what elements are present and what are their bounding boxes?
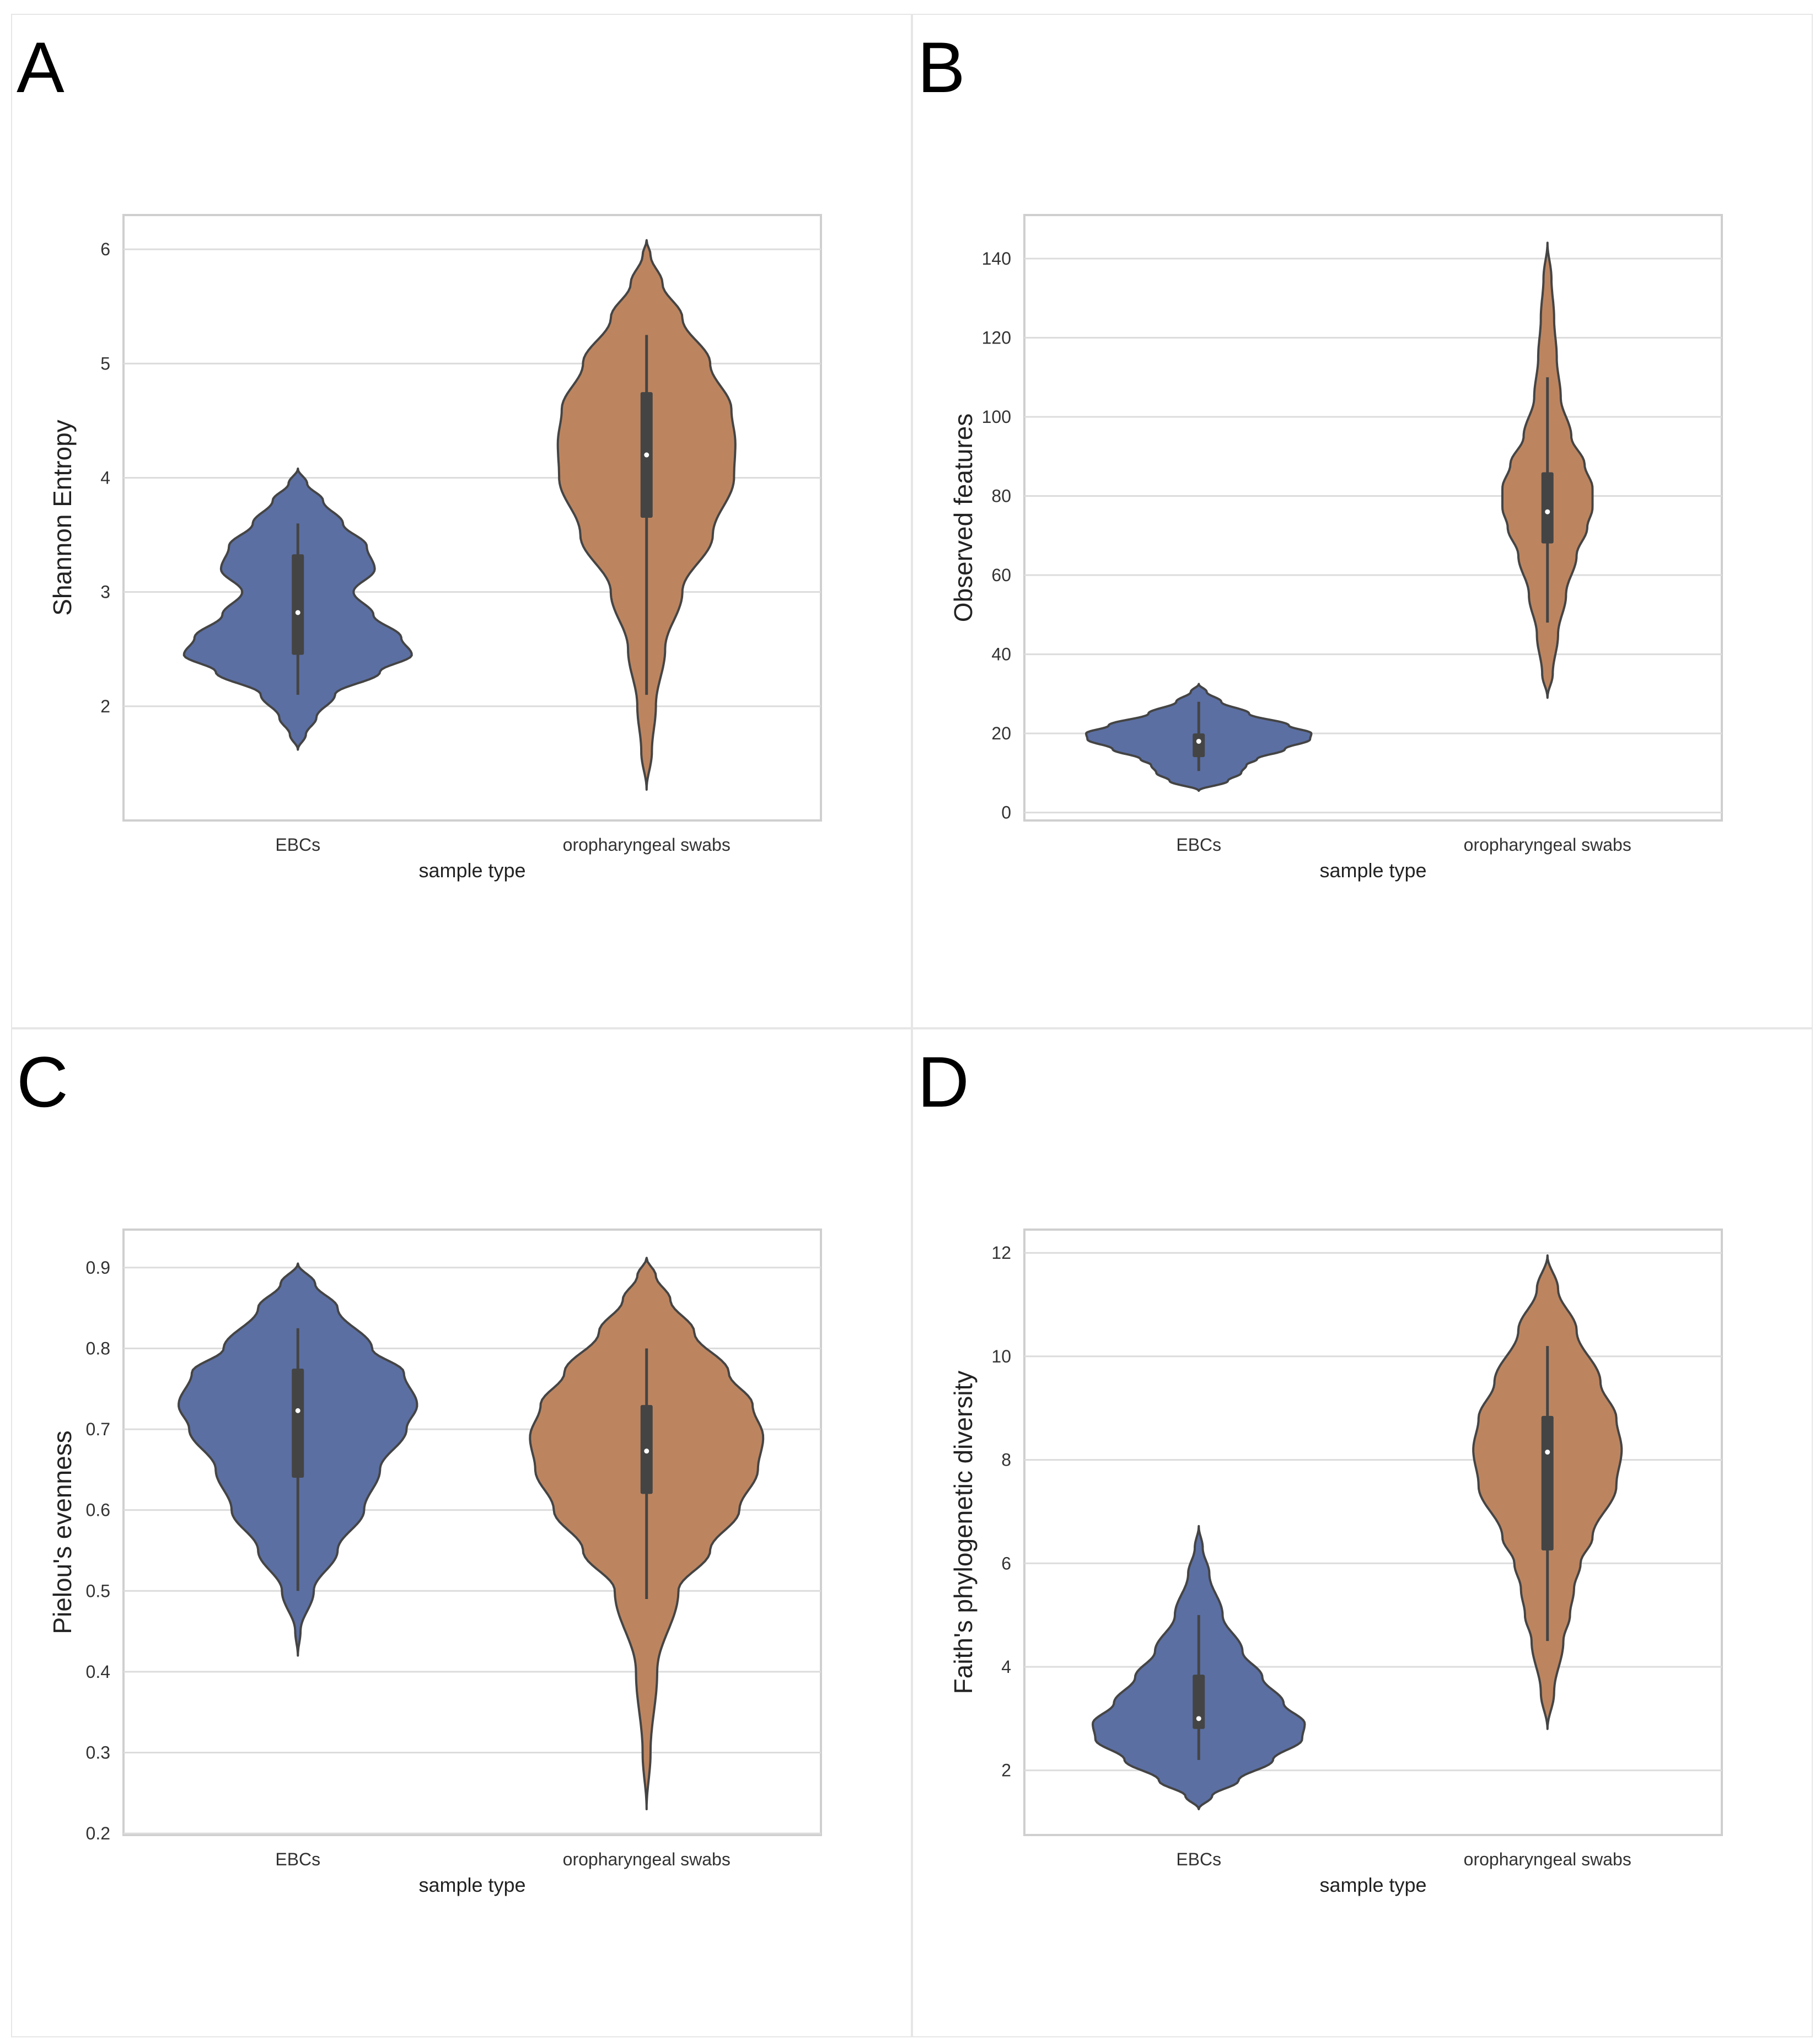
y-axis-label: Observed features — [949, 414, 978, 622]
y-tick-label: 60 — [991, 565, 1011, 585]
y-tick-label: 40 — [991, 645, 1011, 664]
y-axis-label: Faith's phylogenetic diversity — [949, 1371, 978, 1694]
violin-median-dot — [295, 610, 300, 615]
y-tick-label: 0.3 — [86, 1742, 110, 1762]
y-tick-label: 100 — [982, 407, 1011, 427]
x-tick-label: oropharyngeal swabs — [563, 835, 731, 855]
y-tick-label: 0.5 — [86, 1581, 110, 1601]
y-tick-label: 12 — [991, 1243, 1011, 1263]
x-tick-label: EBCs — [275, 1849, 320, 1869]
y-tick-label: 140 — [982, 249, 1011, 269]
y-tick-label: 0.7 — [86, 1419, 110, 1439]
x-tick-label: EBCs — [275, 835, 320, 855]
x-tick-label: EBCs — [1176, 835, 1221, 855]
violin-median-dot — [295, 1408, 300, 1413]
panel-b: B 0 20 40 60 80 100 120 140 EBCs oropharyngeal sw… — [912, 14, 1813, 1028]
x-axis-label: sample type — [418, 1874, 525, 1896]
y-tick-label: 2 — [100, 696, 110, 716]
x-axis-label: sample type — [418, 859, 525, 882]
panel-a: A 2 3 4 5 6 EBCs oropharyngeal swabs sample typ… — [11, 14, 912, 1028]
y-tick-label: 10 — [991, 1346, 1011, 1366]
plot-area — [1023, 1228, 1723, 1836]
violin-chart-pielou-evenness: 0.2 0.3 0.4 0.5 0.6 0.7 0.8 0.9 EBCs oropharyngea… — [48, 1228, 822, 1896]
panel-letter-c: C — [17, 1042, 68, 1122]
y-tick-label: 4 — [1001, 1657, 1011, 1677]
x-axis-label: sample type — [1319, 859, 1426, 882]
violin-iqr-box — [1541, 472, 1554, 544]
x-tick-label: EBCs — [1176, 1849, 1221, 1869]
violin-chart-faith-pd: 2 4 6 8 10 12 EBCs oropharyngeal swabs sample ty… — [949, 1228, 1723, 1896]
violin-iqr-box — [1541, 1415, 1554, 1551]
y-tick-label: 0 — [1001, 803, 1011, 823]
violin-chart-shannon-entropy: 2 3 4 5 6 EBCs oropharyngeal swabs sample type S… — [48, 214, 822, 882]
violin-chart-observed-features: 0 20 40 60 80 100 120 140 EBCs oropharyngeal swab… — [949, 214, 1723, 882]
y-axis-label: Pielou's evenness — [48, 1430, 77, 1634]
violin-iqr-box — [292, 554, 304, 655]
x-tick-label: oropharyngeal swabs — [563, 1849, 731, 1869]
y-tick-label: 6 — [100, 239, 110, 259]
violin-iqr-box — [1193, 733, 1205, 758]
y-tick-label: 8 — [1001, 1450, 1011, 1470]
violin-iqr-box — [292, 1369, 304, 1478]
violin-median-dot — [644, 452, 649, 458]
y-tick-label: 0.9 — [86, 1258, 110, 1278]
y-tick-label: 5 — [100, 353, 110, 373]
x-tick-label: oropharyngeal swabs — [1464, 835, 1631, 855]
y-tick-label: 80 — [991, 486, 1011, 506]
x-axis-label: sample type — [1319, 1874, 1426, 1896]
panel-d: D 2 4 6 8 10 12 EBCs oropharyngeal swabs sample … — [912, 1028, 1813, 2037]
y-tick-label: 2 — [1001, 1761, 1011, 1780]
panel-letter-a: A — [17, 27, 65, 108]
y-tick-label: 20 — [991, 723, 1011, 743]
violin-median-dot — [1196, 738, 1201, 744]
panel-letter-d: D — [917, 1042, 969, 1122]
panel-letter-b: B — [917, 27, 965, 108]
y-tick-label: 3 — [100, 582, 110, 602]
y-tick-label: 6 — [1001, 1553, 1011, 1573]
y-tick-label: 0.2 — [86, 1823, 110, 1843]
y-tick-label: 0.4 — [86, 1662, 110, 1682]
violin-median-dot — [1545, 509, 1550, 514]
x-tick-label: oropharyngeal swabs — [1464, 1849, 1631, 1869]
violin-median-dot — [644, 1448, 649, 1454]
y-tick-label: 0.6 — [86, 1500, 110, 1520]
violin-median-dot — [1545, 1450, 1550, 1455]
y-tick-label: 0.8 — [86, 1338, 110, 1358]
violin-iqr-box — [1193, 1675, 1205, 1729]
y-tick-label: 4 — [100, 468, 110, 487]
y-tick-label: 120 — [982, 328, 1011, 347]
y-axis-label: Shannon Entropy — [48, 420, 77, 616]
panel-c: C 0.2 0.3 0.4 0.5 0.6 0.7 0.8 0.9 EBCs oropharyng… — [11, 1028, 912, 2037]
violin-median-dot — [1196, 1716, 1201, 1721]
